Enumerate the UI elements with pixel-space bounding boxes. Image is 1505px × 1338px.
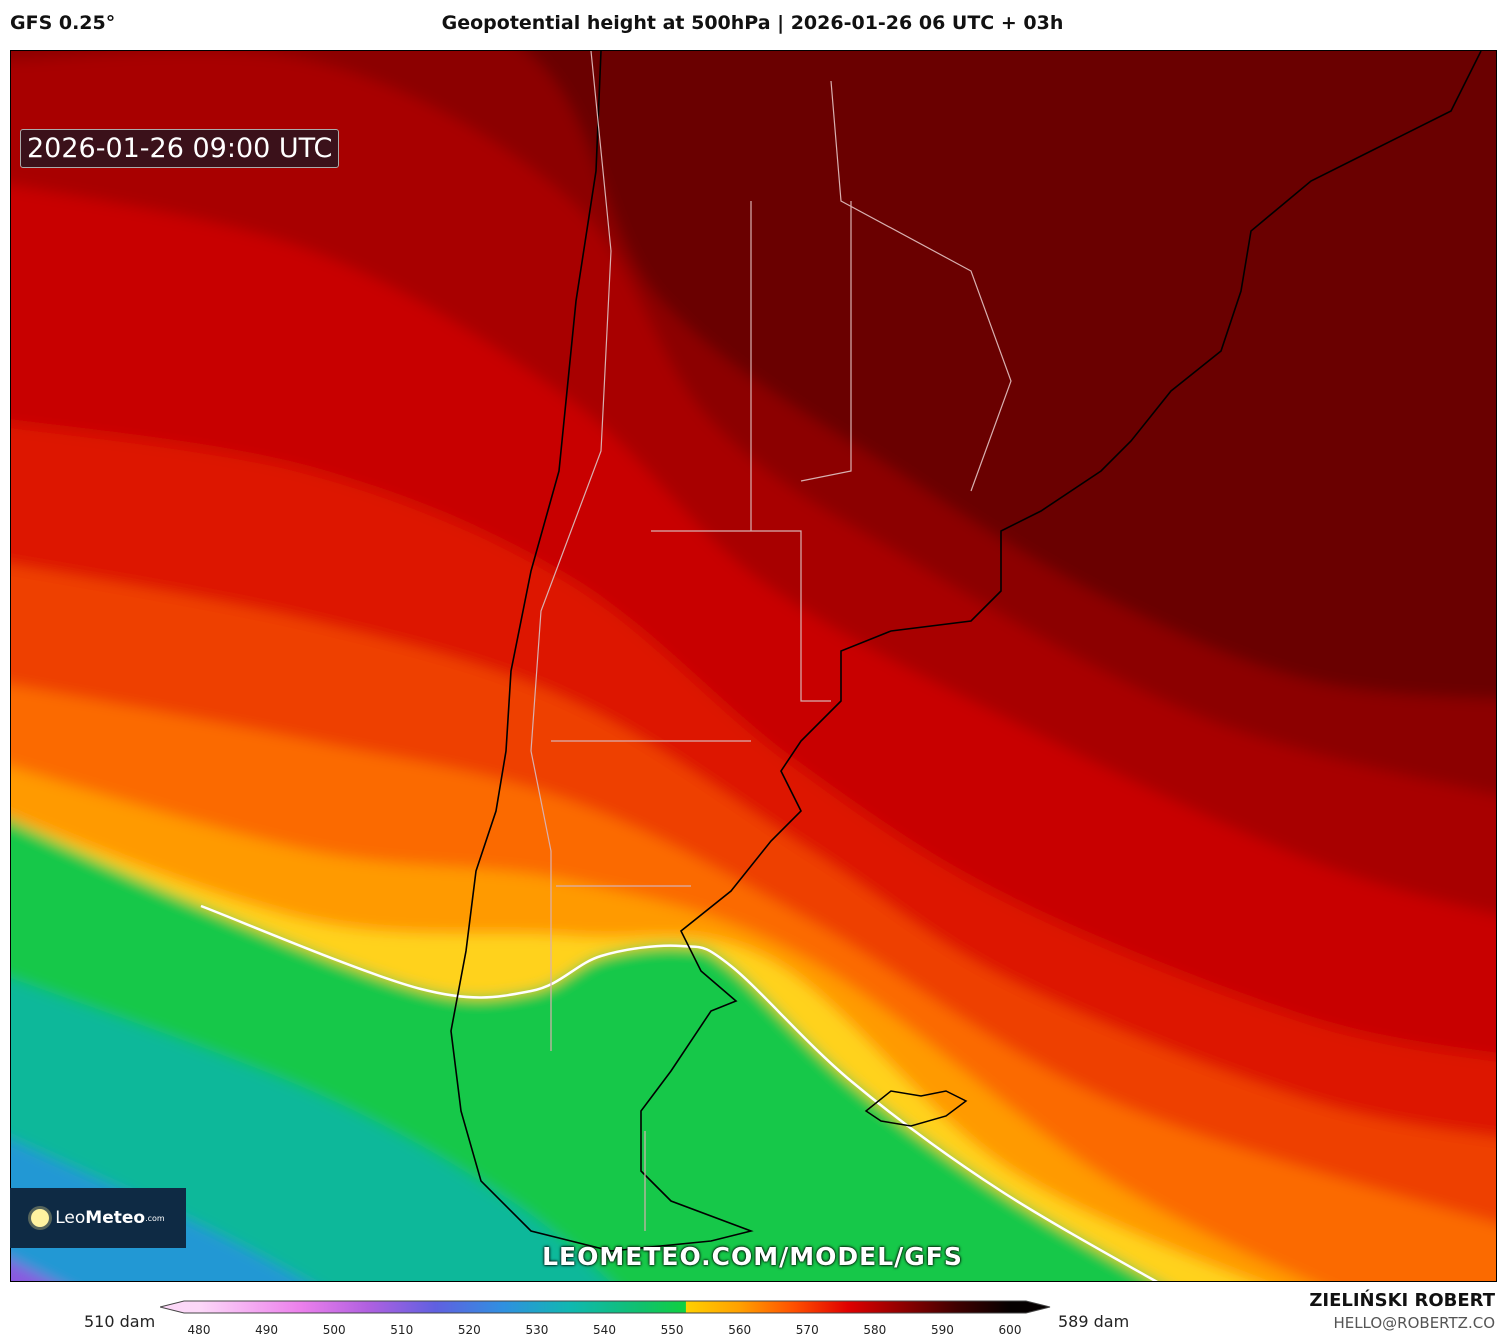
leometeo-logo[interactable]: Leo Meteo .com bbox=[10, 1188, 186, 1248]
map-panel[interactable]: 2026-01-26 09:00 UTC bbox=[10, 50, 1497, 1282]
author-email: HELLO@ROBERTZ.CO bbox=[1333, 1314, 1495, 1332]
borders bbox=[530, 51, 1012, 1231]
colorbar-tick: 590 bbox=[930, 1323, 954, 1337]
colorbar-tick: 500 bbox=[322, 1323, 346, 1337]
colorbar-min-label: 510 dam bbox=[84, 1312, 156, 1331]
model-label: GFS 0.25° bbox=[10, 12, 116, 34]
colorbar-tick: 530 bbox=[525, 1323, 549, 1337]
colorbar-max-label: 589 dam bbox=[1058, 1312, 1130, 1331]
colorbar-tick: 600 bbox=[998, 1323, 1022, 1337]
height-field bbox=[11, 51, 1496, 1281]
colorbar-tick: 520 bbox=[457, 1323, 481, 1337]
colorbar-tick: 570 bbox=[795, 1323, 819, 1337]
chart-title: Geopotential height at 500hPa | 2026-01-… bbox=[441, 12, 1064, 34]
logo-text-bold: Meteo bbox=[85, 1208, 146, 1228]
logo-suffix: .com bbox=[145, 1213, 165, 1223]
coastline bbox=[450, 51, 1482, 1252]
falkland-islands bbox=[864, 1090, 968, 1127]
logo-text-light: Leo bbox=[55, 1208, 86, 1228]
colorbar bbox=[160, 1300, 1051, 1314]
valid-time-stamp: 2026-01-26 09:00 UTC bbox=[20, 129, 340, 168]
colorbar-tick: 510 bbox=[390, 1323, 414, 1337]
colorbar-tick: 540 bbox=[593, 1323, 616, 1337]
colorbar-tick: 480 bbox=[187, 1323, 211, 1337]
contour-552 bbox=[200, 904, 1159, 1281]
colorbar-tick: 560 bbox=[728, 1323, 752, 1337]
colorbar-tick: 580 bbox=[863, 1323, 887, 1337]
author-name: ZIELIŃSKI ROBERT bbox=[1309, 1290, 1495, 1311]
colorbar-tick: 490 bbox=[255, 1323, 279, 1337]
colorbar-tick: 550 bbox=[660, 1323, 684, 1337]
height-band bbox=[11, 1260, 51, 1281]
watermark-url: LEOMETEO.COM/MODEL/GFS bbox=[542, 1242, 963, 1271]
sun-icon bbox=[31, 1209, 50, 1227]
